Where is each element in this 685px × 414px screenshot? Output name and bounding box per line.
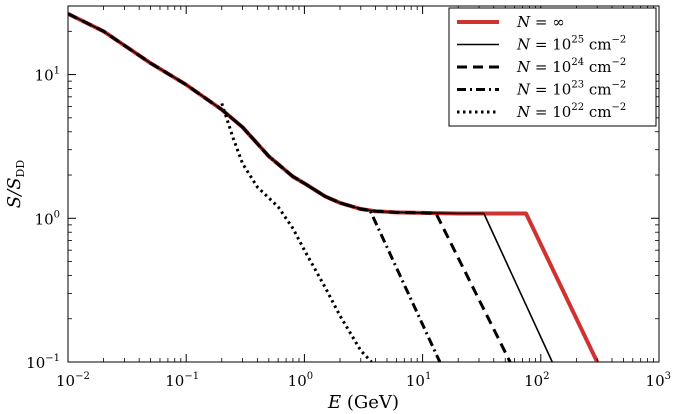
legend-label-0-part-0: N xyxy=(516,13,531,31)
legend-label-0: N = ∞ xyxy=(516,13,565,31)
x-tick-label-5: 103 xyxy=(646,371,671,390)
legend-label-3-part-0: N xyxy=(516,81,531,99)
legend: N = ∞N = 1025 cm−2N = 1024 cm−2N = 1023 … xyxy=(448,7,657,127)
legend-label-1-part-0: N xyxy=(516,36,531,54)
x-tick-label-5-base: 10 xyxy=(646,372,665,390)
legend-label-4: N = 1022 cm−2 xyxy=(516,102,626,121)
series-line-2 xyxy=(68,12,512,362)
legend-label-3: N = 1023 cm−2 xyxy=(516,80,626,99)
y-tick-label-1: 100 xyxy=(35,209,60,228)
x-tick-label-3-base: 10 xyxy=(406,372,425,390)
legend-label-1-unit-exp: −2 xyxy=(611,35,626,46)
y-axis-label-sub: DD xyxy=(14,160,27,178)
legend-label-1-part-2: 10 xyxy=(547,36,571,54)
legend-label-4-exp: 22 xyxy=(571,102,584,113)
legend-label-1-part-1: = xyxy=(530,36,547,54)
x-axis-label-unit: (GeV) xyxy=(341,392,399,413)
legend-label-0-part-1: = xyxy=(530,13,547,31)
legend-label-2-part-2: 10 xyxy=(547,58,571,76)
y-axis-label-num: S/S xyxy=(4,177,25,208)
y-tick-label-0-exp: −1 xyxy=(45,353,60,364)
y-axis-label: S/SDD xyxy=(4,160,27,209)
y-tick-label-2-base: 10 xyxy=(35,67,54,85)
legend-label-1-unit: cm xyxy=(584,36,611,54)
x-tick-label-3-exp: 1 xyxy=(425,371,431,382)
legend-label-3-part-1: = xyxy=(530,81,547,99)
y-tick-label-1-base: 10 xyxy=(35,210,54,228)
y-tick-label-2: 101 xyxy=(35,66,60,85)
plot-frame xyxy=(67,5,660,363)
legend-label-3-part-2: 10 xyxy=(547,81,571,99)
legend-label-4-part-1: = xyxy=(530,103,547,121)
legend-label-2: N = 1024 cm−2 xyxy=(516,57,626,76)
x-tick-label-0: 10−2 xyxy=(56,371,90,390)
x-tick-label-1-base: 10 xyxy=(165,372,184,390)
legend-label-4-unit-exp: −2 xyxy=(611,102,626,113)
x-tick-label-1-exp: −1 xyxy=(184,371,199,382)
series-line-4 xyxy=(220,102,373,362)
series-layer xyxy=(68,11,600,362)
x-axis-label: E (GeV) xyxy=(327,392,399,413)
legend-box xyxy=(448,7,657,127)
y-tick-label-0: 10−1 xyxy=(26,353,60,372)
y-tick-label-1-exp: 0 xyxy=(54,209,60,220)
x-tick-label-2-exp: 0 xyxy=(307,371,313,382)
x-tick-label-3: 101 xyxy=(406,371,431,390)
legend-label-2-unit: cm xyxy=(584,58,611,76)
x-tick-label-2: 100 xyxy=(288,371,313,390)
x-tick-label-4-base: 10 xyxy=(524,372,543,390)
x-tick-label-4: 102 xyxy=(524,371,549,390)
plot-area xyxy=(67,5,660,363)
x-tick-label-0-exp: −2 xyxy=(75,371,90,382)
legend-label-2-part-1: = xyxy=(530,58,547,76)
series-line-3 xyxy=(220,108,442,362)
legend-label-4-unit: cm xyxy=(584,103,611,121)
legend-label-3-exp: 23 xyxy=(571,80,584,91)
legend-label-0-part-2: ∞ xyxy=(547,13,564,31)
legend-label-4-part-2: 10 xyxy=(547,103,571,121)
x-tick-label-2-base: 10 xyxy=(288,372,307,390)
legend-label-2-unit-exp: −2 xyxy=(611,57,626,68)
legend-label-3-unit-exp: −2 xyxy=(611,80,626,91)
x-tick-label-5-exp: 3 xyxy=(665,371,671,382)
x-tick-label-1: 10−1 xyxy=(165,371,199,390)
legend-label-2-exp: 24 xyxy=(571,57,584,68)
y-tick-label-2-exp: 1 xyxy=(54,66,60,77)
legend-label-4-part-0: N xyxy=(516,103,531,121)
x-axis-label-var: E xyxy=(327,392,341,413)
x-tick-label-0-base: 10 xyxy=(56,372,75,390)
y-tick-label-0-base: 10 xyxy=(26,354,45,372)
legend-label-2-part-0: N xyxy=(516,58,531,76)
legend-label-3-unit: cm xyxy=(584,81,611,99)
legend-label-1-exp: 25 xyxy=(571,35,584,46)
legend-label-1: N = 1025 cm−2 xyxy=(516,35,626,54)
x-tick-label-4-exp: 2 xyxy=(543,371,549,382)
